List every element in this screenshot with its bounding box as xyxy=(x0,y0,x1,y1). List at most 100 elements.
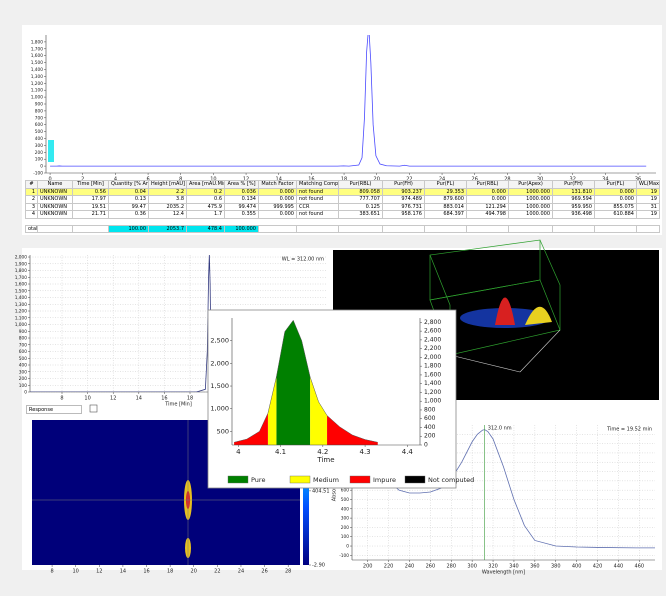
x-tick-label: 28 xyxy=(285,569,291,575)
table-cell: 99.47 xyxy=(108,202,149,211)
table: # Name Time [Min] Quantity [% Are Height [mA… xyxy=(25,180,660,233)
table-cell: 31 xyxy=(636,202,660,211)
x-tick-label: 32 xyxy=(570,177,576,183)
table-cell: 2 xyxy=(25,195,38,204)
y-tick-label: 1,600 xyxy=(31,53,44,59)
annotation: Time = 19.52 min xyxy=(606,427,652,433)
x-tick-label: 20 xyxy=(191,569,197,575)
table-cell: 2.2 xyxy=(148,187,187,196)
column-header: Height [mAU] xyxy=(148,180,187,189)
table-row[interactable]: 4 UNKNOWN 21.71 0.36 12.4 1.7 0.355 0.000 not fo… xyxy=(25,210,660,219)
table-cell: 1 xyxy=(25,187,38,196)
column-header: Quantity [% Are xyxy=(108,180,149,189)
y-tick-label: 0 xyxy=(346,544,349,550)
table-cell: 0.000 xyxy=(466,187,509,196)
y2-tick-label: 0 xyxy=(424,442,428,449)
table-cell: 0.000 xyxy=(258,195,297,204)
table-cell: 1000.000 xyxy=(508,195,553,204)
table-cell: 19.51 xyxy=(72,202,109,211)
x-tick-label: 22 xyxy=(214,569,220,575)
table-cell: 0.000 xyxy=(594,195,637,204)
table-cell xyxy=(258,224,297,233)
y-tick-label: 0 xyxy=(40,164,43,170)
y-tick-label: 1,600 xyxy=(15,282,28,288)
table-cell: 777.707 xyxy=(338,195,383,204)
x-tick-label: 320 xyxy=(488,564,498,570)
y-tick-label: 1,000 xyxy=(31,95,44,101)
table-cell: 879.600 xyxy=(424,195,467,204)
y-tick-label: 1,400 xyxy=(15,295,28,301)
x-tick-label: 12 xyxy=(243,177,249,183)
y-tick-label: 1,200 xyxy=(15,309,28,315)
purity-region xyxy=(267,376,277,445)
total-label: otal xyxy=(25,224,38,233)
data-line xyxy=(50,35,647,167)
base-layer: 0 2 4 6 8 10 12 14 16 18 20 22 24 26 28 30 32 34 36-100010… xyxy=(15,25,662,576)
y-tick-label: 400 xyxy=(19,363,27,369)
table-cell: 958.176 xyxy=(382,210,425,219)
y-tick-label: 0 xyxy=(24,390,27,396)
y-tick-label: 100 xyxy=(35,157,43,163)
x-tick-label: 18 xyxy=(341,177,347,183)
x-tick-label: 8 xyxy=(50,569,53,575)
x-tick-label: 460 xyxy=(635,564,645,570)
y-tick-label: 1,300 xyxy=(31,74,44,80)
table-cell: not found xyxy=(296,195,339,204)
y-tick-label: 1,000 xyxy=(15,322,28,328)
column-header: Area [mAU.Min] xyxy=(186,180,225,189)
table-cell xyxy=(509,218,553,225)
column-header: Time [Min] xyxy=(72,180,109,189)
table-cell xyxy=(38,218,73,225)
column-header: Match Factor xyxy=(258,180,297,189)
x-tick-label: 34 xyxy=(602,177,608,183)
table-cell: 0.56 xyxy=(72,187,109,196)
x-tick-label: 4 xyxy=(114,177,117,183)
table-cell xyxy=(552,224,595,233)
y-tick-label: 1,800 xyxy=(15,268,28,274)
table-cell: 936.498 xyxy=(552,210,595,219)
y2-tick-label: 600 xyxy=(424,415,436,422)
legend-label: Impure xyxy=(373,476,396,484)
table-cell xyxy=(553,218,595,225)
axis xyxy=(519,329,561,373)
y-tick-label: 1,200 xyxy=(31,81,44,87)
y-tick-label: 1,300 xyxy=(15,302,28,308)
response-dropdown[interactable]: Response xyxy=(26,405,82,414)
table-cell xyxy=(297,218,339,225)
table-cell: 4 xyxy=(25,210,38,219)
y2-tick-label: 1,200 xyxy=(424,389,441,396)
table-cell xyxy=(187,218,225,225)
x-tick-label: 18 xyxy=(187,396,193,402)
y-tick-label: 200 xyxy=(341,525,349,531)
toolbar-icon[interactable] xyxy=(89,404,98,413)
x-tick-label: 4.3 xyxy=(360,448,371,456)
peak-marker-label: 312.0 nm xyxy=(488,426,512,432)
y-tick-label: 300 xyxy=(35,143,43,149)
table-row[interactable]: 1 UNKNOWN 0.56 0.04 2.2 0.2 0.036 0.000 not foun… xyxy=(25,187,660,196)
table-cell xyxy=(424,224,467,233)
y-tick-label: 600 xyxy=(341,488,349,494)
table-cell xyxy=(466,224,509,233)
x-tick-label: 0 xyxy=(48,177,51,183)
x-tick-label: 24 xyxy=(439,177,445,183)
x-tick-label: 16 xyxy=(308,177,314,183)
y2-tick-label: 1,000 xyxy=(424,398,441,405)
legend-swatch xyxy=(349,475,371,484)
surface-peak xyxy=(495,297,515,325)
x-axis-title: Time [Min] xyxy=(164,402,192,408)
y-tick-label: 200 xyxy=(35,150,43,156)
table-row[interactable]: 3 UNKNOWN 19.51 99.47 2035.2 475.9 99.474 999.9… xyxy=(25,202,660,211)
table-cell: 2035.2 xyxy=(148,202,187,211)
x-tick-label: 6 xyxy=(146,177,149,183)
table-cell xyxy=(508,224,553,233)
table-cell: 1000.000 xyxy=(508,187,553,196)
legend-swatch xyxy=(227,475,249,484)
y-tick-label: 300 xyxy=(341,516,349,522)
legend-label: Medium xyxy=(313,476,339,484)
table-cell: 1000.000 xyxy=(508,202,553,211)
y-tick-label: 2,000 xyxy=(210,359,229,367)
x-tick-label: 30 xyxy=(537,177,543,183)
y-tick-label: -100 xyxy=(33,171,43,177)
table-cell xyxy=(467,218,509,225)
table-row[interactable]: 2 UNKNOWN 17.97 0.13 3.8 0.6 0.134 0.000 not fou… xyxy=(25,195,660,204)
